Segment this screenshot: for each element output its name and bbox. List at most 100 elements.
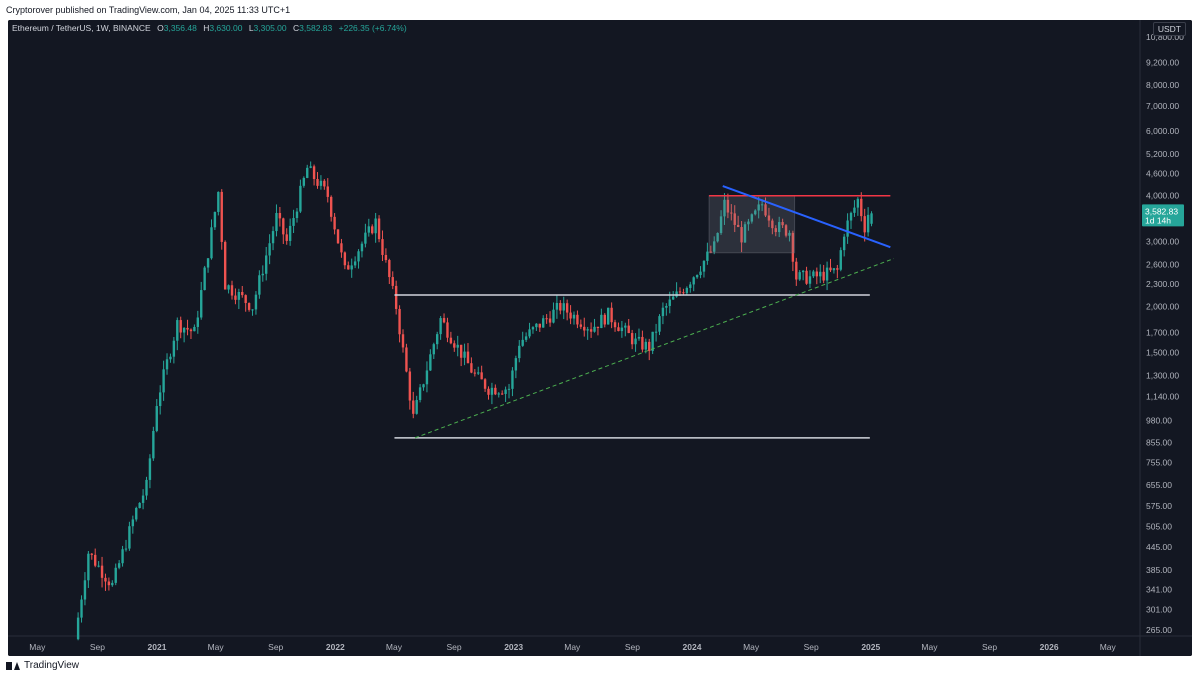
- candle-body: [548, 318, 552, 323]
- tradingview-logo[interactable]: TradingView: [6, 660, 79, 671]
- candle-body: [357, 251, 360, 262]
- candle-body: [425, 370, 429, 385]
- candle-body: [463, 351, 466, 358]
- candle-body: [620, 327, 624, 332]
- candle-body: [719, 216, 723, 233]
- candle-body: [617, 327, 620, 332]
- candle-body: [415, 399, 418, 414]
- candle-body: [449, 337, 453, 344]
- price-tag-box: [1142, 204, 1184, 227]
- candle-body: [213, 211, 217, 228]
- candle-body: [87, 553, 90, 581]
- x-tick-label: May: [29, 642, 46, 652]
- candle-body: [842, 236, 846, 251]
- candle-body: [442, 318, 446, 323]
- candle-body: [689, 284, 692, 288]
- candle-body: [702, 260, 706, 272]
- candle-body: [121, 549, 124, 564]
- candle-body: [343, 252, 347, 266]
- price-chart[interactable]: 10,800.00 9,200.00 8,000.00 7,000.00 6,000.0…: [8, 20, 1192, 656]
- candle-body: [309, 166, 312, 168]
- candle-body: [839, 250, 842, 270]
- y-tick-label: 755.00: [1146, 457, 1172, 467]
- candle-body: [107, 581, 111, 586]
- candle-body: [94, 554, 97, 566]
- candle-body: [494, 387, 497, 395]
- high-label: H: [203, 23, 210, 33]
- y-tick-label: 2,300.00: [1146, 279, 1179, 289]
- candle-body: [658, 316, 661, 332]
- candle-body: [138, 502, 141, 508]
- candle-body: [747, 221, 750, 225]
- candle-body: [179, 320, 182, 333]
- candle-body: [764, 204, 767, 216]
- change-value: +226.35 (+6.74%): [338, 23, 407, 33]
- candle-body: [172, 340, 176, 357]
- price-tag-value: 3,582.83: [1145, 206, 1178, 216]
- candle-body: [675, 291, 678, 297]
- candle-body: [678, 291, 682, 293]
- candle-body: [268, 243, 271, 256]
- x-tick-label: May: [386, 642, 403, 652]
- candle-body: [131, 519, 135, 527]
- candle-body: [223, 241, 227, 290]
- candle-body: [364, 232, 367, 244]
- y-tick-label: 980.00: [1146, 416, 1172, 426]
- candle-body: [148, 458, 152, 480]
- candle-body: [145, 479, 148, 496]
- x-tick-label: Sep: [625, 642, 640, 652]
- candle-body: [784, 225, 788, 236]
- candle-body: [292, 218, 295, 226]
- candle-body: [791, 232, 795, 262]
- candle-body: [531, 327, 535, 330]
- candle-body: [760, 204, 764, 206]
- tradingview-logo-icon: [6, 661, 20, 671]
- candle-body: [439, 318, 442, 335]
- chart-panel[interactable]: 10,800.00 9,200.00 8,000.00 7,000.00 6,000.0…: [8, 20, 1192, 656]
- y-tick-label: 1,300.00: [1146, 370, 1179, 380]
- candle-body: [692, 277, 695, 285]
- high-value: 3,630.00: [209, 23, 243, 33]
- candle-body: [490, 387, 494, 395]
- candle-body: [90, 553, 93, 555]
- candle-body: [829, 267, 832, 271]
- candle-body: [436, 334, 439, 345]
- x-tick-label: 2021: [148, 642, 167, 652]
- candle-body: [350, 265, 353, 270]
- candle-body: [716, 232, 719, 242]
- y-tick-label: 5,200.00: [1146, 149, 1179, 159]
- candle-body: [234, 295, 237, 300]
- candle-body: [825, 267, 829, 281]
- currency-label[interactable]: USDT: [1152, 22, 1186, 36]
- candle-body: [545, 318, 548, 320]
- candle-body: [377, 218, 381, 240]
- candle-body: [671, 296, 675, 300]
- y-tick-label: 301.00: [1146, 604, 1172, 614]
- candle-body: [699, 271, 702, 276]
- candle-body: [644, 341, 648, 350]
- candle-body: [771, 220, 774, 229]
- candle-body: [456, 344, 459, 348]
- candle-body: [80, 599, 83, 618]
- candle-body: [412, 400, 415, 414]
- candle-body: [193, 326, 196, 332]
- candle-body: [627, 325, 630, 334]
- candle-body: [446, 322, 449, 338]
- candle-body: [186, 327, 189, 330]
- candle-body: [576, 314, 579, 325]
- candle-body: [511, 370, 514, 389]
- candle-body: [196, 317, 200, 327]
- candle-body: [634, 338, 637, 345]
- candle-body: [610, 307, 613, 323]
- candle-body: [685, 287, 689, 294]
- candle-body: [682, 292, 685, 294]
- candle-body: [282, 218, 285, 235]
- candle-body: [135, 507, 138, 520]
- x-tick-label: Sep: [268, 642, 283, 652]
- publish-info: Cryptorover published on TradingView.com…: [6, 5, 291, 15]
- candle-body: [846, 220, 849, 237]
- candle-body: [801, 270, 805, 273]
- candle-body: [398, 308, 401, 335]
- candle-body: [230, 285, 234, 296]
- candle-body: [836, 268, 839, 270]
